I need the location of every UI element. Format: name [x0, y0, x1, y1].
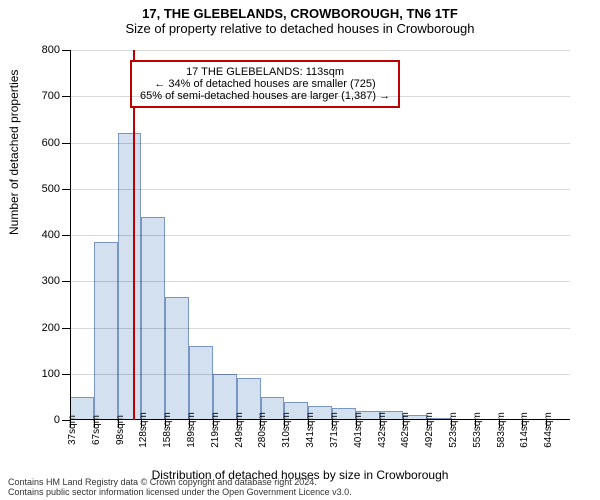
x-tick-label: 98sqm [115, 415, 126, 445]
y-tick-label: 200 [42, 322, 60, 334]
y-tick-label: 400 [42, 229, 60, 241]
x-tick-label: 158sqm [162, 412, 173, 448]
x-tick-label: 614sqm [519, 412, 530, 448]
y-tick-label: 700 [42, 90, 60, 102]
y-tick [62, 374, 70, 375]
x-tick-label: 371sqm [329, 412, 340, 448]
x-tick-label: 492sqm [424, 412, 435, 448]
bar [94, 242, 118, 420]
annotation-line2: ← 34% of detached houses are smaller (72… [140, 78, 390, 90]
y-tick-label: 300 [42, 275, 60, 287]
y-tick-label: 600 [42, 137, 60, 149]
y-tick [62, 50, 70, 51]
plot-area: 17 THE GLEBELANDS: 113sqm ← 34% of detac… [70, 50, 570, 420]
x-tick-label: 341sqm [305, 412, 316, 448]
annotation-line3: 65% of semi-detached houses are larger (… [140, 90, 390, 102]
y-tick [62, 189, 70, 190]
title-line2: Size of property relative to detached ho… [0, 21, 600, 36]
x-tick-label: 67sqm [91, 415, 102, 445]
x-tick-label: 583sqm [496, 412, 507, 448]
y-tick [62, 281, 70, 282]
y-tick-label: 0 [54, 414, 60, 426]
y-tick [62, 328, 70, 329]
y-tick [62, 235, 70, 236]
chart-title: 17, THE GLEBELANDS, CROWBOROUGH, TN6 1TF… [0, 0, 600, 36]
y-tick [62, 143, 70, 144]
bar [118, 133, 142, 420]
x-tick-label: 644sqm [543, 412, 554, 448]
y-axis-label: Number of detached properties [7, 70, 21, 235]
x-tick-label: 401sqm [353, 412, 364, 448]
bar [141, 217, 165, 421]
y-tick-label: 800 [42, 44, 60, 56]
y-tick [62, 96, 70, 97]
x-tick-label: 432sqm [377, 412, 388, 448]
annotation-line1: 17 THE GLEBELANDS: 113sqm [140, 66, 390, 78]
annotation-box: 17 THE GLEBELANDS: 113sqm ← 34% of detac… [130, 60, 400, 108]
x-tick-label: 280sqm [257, 412, 268, 448]
x-tick-label: 189sqm [186, 412, 197, 448]
bar [189, 346, 213, 420]
x-tick-label: 249sqm [234, 412, 245, 448]
x-tick-label: 523sqm [448, 412, 459, 448]
footer-line2: Contains public sector information licen… [8, 488, 352, 498]
x-tick-label: 310sqm [281, 412, 292, 448]
y-tick-label: 100 [42, 368, 60, 380]
footer: Contains HM Land Registry data © Crown c… [8, 478, 352, 498]
bar [165, 297, 189, 420]
x-tick-label: 219sqm [210, 412, 221, 448]
y-tick-label: 500 [42, 183, 60, 195]
title-line1: 17, THE GLEBELANDS, CROWBOROUGH, TN6 1TF [0, 6, 600, 21]
x-tick-label: 128sqm [138, 412, 149, 448]
x-tick-label: 37sqm [67, 415, 78, 445]
x-tick-label: 553sqm [472, 412, 483, 448]
x-tick-label: 462sqm [400, 412, 411, 448]
y-axis-line [70, 50, 71, 420]
